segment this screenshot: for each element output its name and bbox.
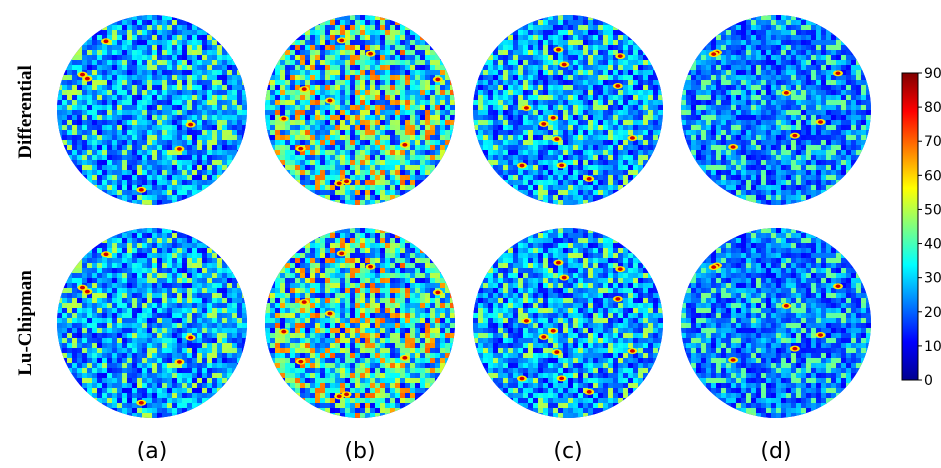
map-panel-differential-d bbox=[681, 15, 871, 205]
colorbar bbox=[901, 72, 919, 381]
map-panel-differential-b bbox=[265, 15, 455, 205]
column-label-c: (c) bbox=[553, 439, 582, 464]
column-label-b: (b) bbox=[344, 439, 375, 464]
map-panel-lu-chipman-b bbox=[265, 228, 455, 418]
colorbar-tick-label: 60 bbox=[924, 168, 941, 184]
colorbar-tick-label: 0 bbox=[924, 373, 933, 389]
colorbar-tick-label: 10 bbox=[924, 339, 941, 355]
map-panel-lu-chipman-d bbox=[681, 228, 871, 418]
map-panel-differential-a bbox=[57, 15, 247, 205]
map-panel-lu-chipman-c bbox=[473, 228, 663, 418]
colorbar-tick-label: 90 bbox=[924, 66, 941, 82]
row-label-differential: Differential bbox=[15, 65, 36, 159]
colorbar-tick-label: 40 bbox=[924, 237, 941, 253]
colorbar-tick-label: 50 bbox=[924, 202, 941, 218]
map-panel-lu-chipman-a bbox=[57, 228, 247, 418]
column-label-d: (d) bbox=[760, 439, 791, 464]
colorbar-ticks: 0 10 20 30 40 50 60 70 80 90 bbox=[918, 66, 941, 389]
colorbar-tick-label: 20 bbox=[924, 305, 941, 321]
colorbar-tick-label: 30 bbox=[924, 271, 941, 287]
colorbar-tick-label: 70 bbox=[924, 134, 941, 150]
column-label-a: (a) bbox=[137, 439, 168, 464]
colorbar-tick-label: 80 bbox=[924, 100, 941, 116]
panel-grid bbox=[57, 15, 871, 418]
map-panel-differential-c bbox=[473, 15, 663, 205]
row-label-lu-chipman: Lu-Chipman bbox=[15, 270, 36, 376]
